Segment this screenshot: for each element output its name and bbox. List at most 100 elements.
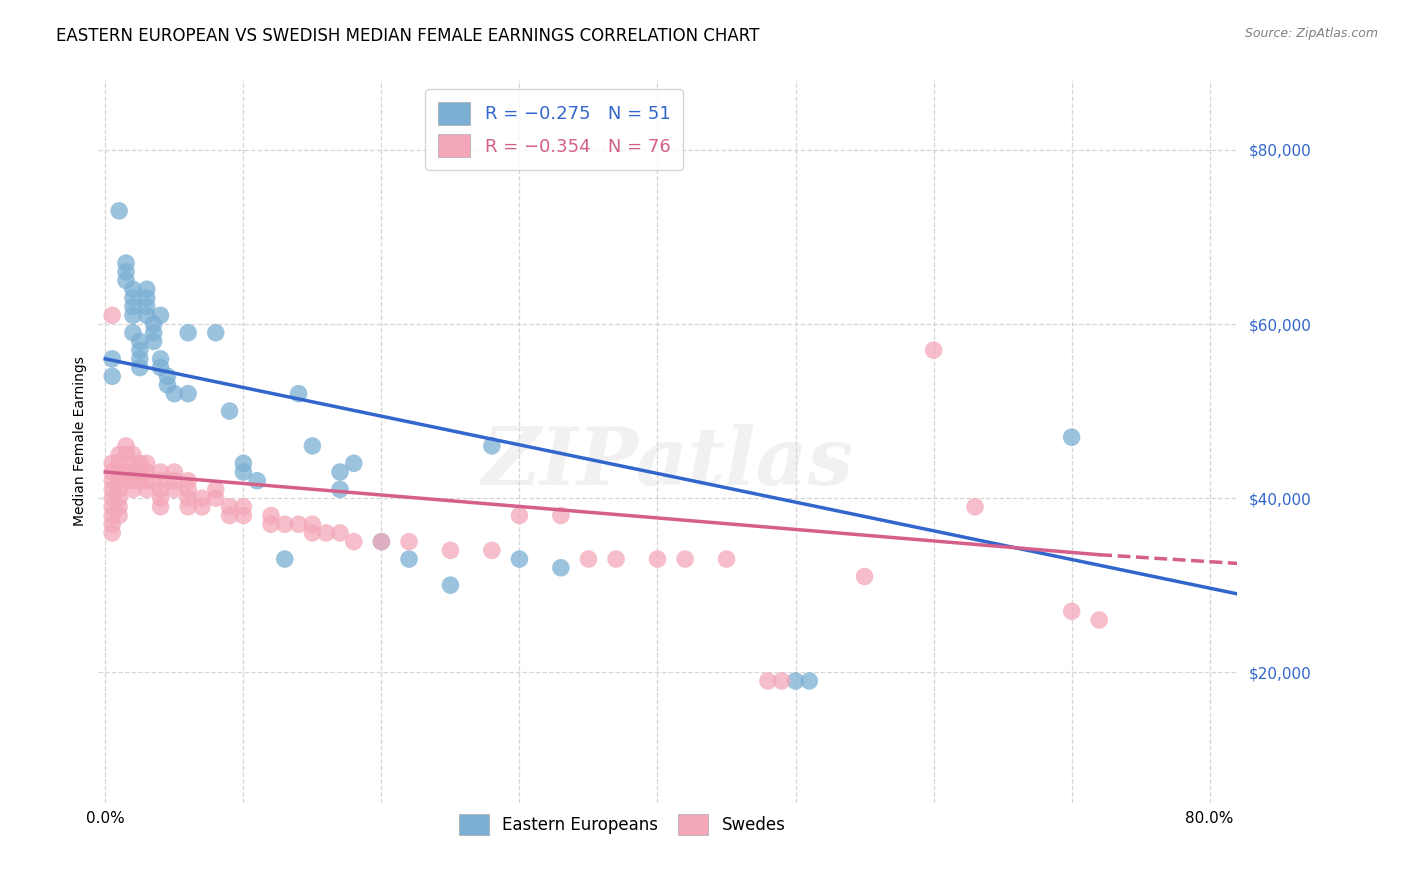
Point: [550, 508, 572, 523]
Point: [122, 483, 145, 497]
Point: [301, 525, 323, 540]
Point: [260, 517, 283, 532]
Point: [115, 465, 138, 479]
Point: [274, 552, 297, 566]
Point: [101, 308, 124, 322]
Point: [370, 534, 392, 549]
Point: [673, 552, 696, 566]
Point: [149, 308, 172, 322]
Point: [122, 474, 145, 488]
Point: [128, 343, 150, 358]
Point: [122, 465, 145, 479]
Point: [135, 474, 157, 488]
Point: [142, 317, 165, 331]
Legend: Eastern Europeans, Swedes: Eastern Europeans, Swedes: [449, 804, 796, 845]
Point: [156, 378, 179, 392]
Point: [101, 483, 124, 497]
Point: [287, 517, 309, 532]
Point: [122, 291, 145, 305]
Point: [204, 483, 226, 497]
Point: [128, 474, 150, 488]
Point: [115, 448, 138, 462]
Point: [115, 265, 138, 279]
Point: [922, 343, 945, 358]
Point: [1060, 604, 1083, 618]
Point: [115, 256, 138, 270]
Point: [232, 456, 254, 470]
Point: [108, 500, 131, 514]
Point: [260, 508, 283, 523]
Point: [329, 525, 352, 540]
Point: [108, 203, 131, 218]
Point: [135, 291, 157, 305]
Point: [232, 465, 254, 479]
Point: [770, 673, 793, 688]
Point: [101, 456, 124, 470]
Point: [481, 543, 503, 558]
Point: [578, 552, 600, 566]
Point: [115, 474, 138, 488]
Point: [108, 474, 131, 488]
Y-axis label: Median Female Earnings: Median Female Earnings: [73, 357, 87, 526]
Point: [128, 360, 150, 375]
Point: [508, 552, 530, 566]
Point: [481, 439, 503, 453]
Point: [122, 308, 145, 322]
Point: [439, 543, 461, 558]
Point: [343, 456, 366, 470]
Text: ZIPatlas: ZIPatlas: [482, 425, 853, 502]
Text: EASTERN EUROPEAN VS SWEDISH MEDIAN FEMALE EARNINGS CORRELATION CHART: EASTERN EUROPEAN VS SWEDISH MEDIAN FEMAL…: [56, 27, 759, 45]
Point: [177, 483, 200, 497]
Point: [115, 273, 138, 287]
Point: [1088, 613, 1111, 627]
Point: [115, 439, 138, 453]
Point: [329, 465, 352, 479]
Point: [128, 351, 150, 366]
Point: [101, 474, 124, 488]
Point: [108, 508, 131, 523]
Point: [963, 500, 986, 514]
Point: [142, 334, 165, 349]
Point: [149, 360, 172, 375]
Point: [101, 525, 124, 540]
Point: [135, 300, 157, 314]
Point: [1060, 430, 1083, 444]
Point: [163, 483, 186, 497]
Point: [149, 491, 172, 505]
Point: [149, 465, 172, 479]
Point: [122, 300, 145, 314]
Point: [101, 465, 124, 479]
Point: [439, 578, 461, 592]
Point: [177, 326, 200, 340]
Point: [163, 386, 186, 401]
Point: [191, 491, 214, 505]
Point: [232, 508, 254, 523]
Point: [135, 483, 157, 497]
Point: [853, 569, 876, 583]
Point: [135, 456, 157, 470]
Point: [101, 491, 124, 505]
Point: [218, 404, 240, 418]
Point: [287, 386, 309, 401]
Point: [128, 465, 150, 479]
Point: [177, 491, 200, 505]
Point: [108, 465, 131, 479]
Point: [218, 500, 240, 514]
Point: [135, 465, 157, 479]
Point: [177, 386, 200, 401]
Point: [101, 369, 124, 384]
Point: [149, 500, 172, 514]
Point: [108, 483, 131, 497]
Point: [156, 369, 179, 384]
Point: [149, 351, 172, 366]
Point: [605, 552, 627, 566]
Point: [122, 282, 145, 296]
Point: [122, 448, 145, 462]
Point: [163, 474, 186, 488]
Point: [398, 534, 420, 549]
Point: [218, 508, 240, 523]
Point: [315, 525, 337, 540]
Point: [246, 474, 269, 488]
Point: [191, 500, 214, 514]
Point: [799, 673, 821, 688]
